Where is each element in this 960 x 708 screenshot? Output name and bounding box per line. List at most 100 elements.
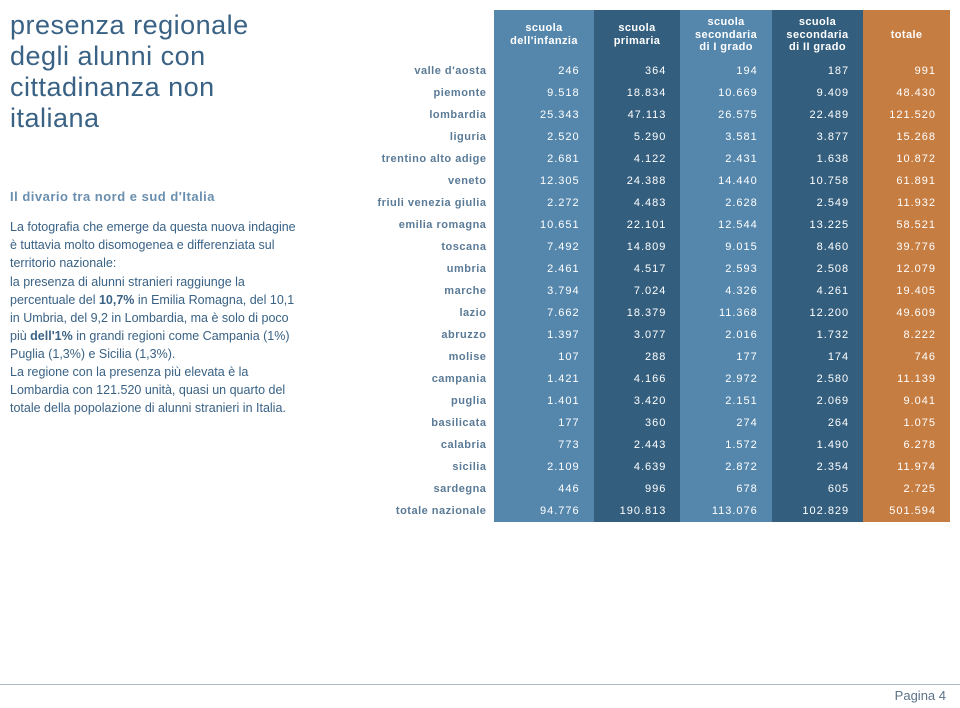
table-row: totale nazionale94.776190.813113.076102.… — [330, 500, 950, 522]
row-label: valle d'aosta — [330, 60, 494, 82]
table-cell: 678 — [680, 478, 771, 500]
table-row: toscana7.49214.8099.0158.46039.776 — [330, 236, 950, 258]
table-cell: 274 — [680, 412, 771, 434]
table-cell: 11.139 — [863, 368, 950, 390]
table-cell: 2.431 — [680, 148, 771, 170]
table-row: lazio7.66218.37911.36812.20049.609 — [330, 302, 950, 324]
regional-data-table: scuoladell'infanziascuolaprimariascuolas… — [330, 10, 950, 522]
table-cell: 9.015 — [680, 236, 771, 258]
row-label: lombardia — [330, 104, 494, 126]
table-cell: 2.580 — [772, 368, 863, 390]
table-cell: 288 — [594, 346, 681, 368]
page-title: presenza regionaledegli alunni concittad… — [10, 10, 305, 134]
table-row: molise107288177174746 — [330, 346, 950, 368]
table-cell: 24.388 — [594, 170, 681, 192]
table-cell: 47.113 — [594, 104, 681, 126]
row-label: trentino alto adige — [330, 148, 494, 170]
row-label: friuli venezia giulia — [330, 192, 494, 214]
table-cell: 194 — [680, 60, 771, 82]
table-cell: 14.809 — [594, 236, 681, 258]
table-cell: 2.725 — [863, 478, 950, 500]
table-cell: 2.872 — [680, 456, 771, 478]
table-cell: 12.200 — [772, 302, 863, 324]
table-row: calabria7732.4431.5721.4906.278 — [330, 434, 950, 456]
table-cell: 22.101 — [594, 214, 681, 236]
table-cell: 773 — [494, 434, 593, 456]
table-cell: 501.594 — [863, 500, 950, 522]
table-body: valle d'aosta246364194187991piemonte9.51… — [330, 60, 950, 522]
table-row: campania1.4214.1662.9722.58011.139 — [330, 368, 950, 390]
table-cell: 10.651 — [494, 214, 593, 236]
table-cell: 1.421 — [494, 368, 593, 390]
table-cell: 49.609 — [863, 302, 950, 324]
column-header: scuolasecondariadi II grado — [772, 10, 863, 60]
row-label: calabria — [330, 434, 494, 456]
row-label: molise — [330, 346, 494, 368]
table-cell: 1.572 — [680, 434, 771, 456]
table-cell: 2.443 — [594, 434, 681, 456]
table-cell: 13.225 — [772, 214, 863, 236]
table-cell: 61.891 — [863, 170, 950, 192]
table-cell: 4.122 — [594, 148, 681, 170]
table-cell: 5.290 — [594, 126, 681, 148]
page-footer: Pagina 4 — [0, 684, 960, 708]
table-cell: 3.077 — [594, 324, 681, 346]
row-label: abruzzo — [330, 324, 494, 346]
table-cell: 9.518 — [494, 82, 593, 104]
table-row: sicilia2.1094.6392.8722.35411.974 — [330, 456, 950, 478]
table-cell: 8.460 — [772, 236, 863, 258]
table-cell: 11.368 — [680, 302, 771, 324]
table-cell: 364 — [594, 60, 681, 82]
row-label: piemonte — [330, 82, 494, 104]
row-label: marche — [330, 280, 494, 302]
table-cell: 102.829 — [772, 500, 863, 522]
table-cell: 2.508 — [772, 258, 863, 280]
table-header: scuoladell'infanziascuolaprimariascuolas… — [330, 10, 950, 60]
table-cell: 9.409 — [772, 82, 863, 104]
table-cell: 15.268 — [863, 126, 950, 148]
table-cell: 1.401 — [494, 390, 593, 412]
table-cell: 2.593 — [680, 258, 771, 280]
table-row: puglia1.4013.4202.1512.0699.041 — [330, 390, 950, 412]
table-cell: 10.758 — [772, 170, 863, 192]
column-header: scuolasecondariadi I grado — [680, 10, 771, 60]
row-label: campania — [330, 368, 494, 390]
table-cell: 991 — [863, 60, 950, 82]
table-cell: 4.483 — [594, 192, 681, 214]
table-row: abruzzo1.3973.0772.0161.7328.222 — [330, 324, 950, 346]
table-cell: 10.872 — [863, 148, 950, 170]
row-label: basilicata — [330, 412, 494, 434]
table-row: liguria2.5205.2903.5813.87715.268 — [330, 126, 950, 148]
row-label: toscana — [330, 236, 494, 258]
table-cell: 360 — [594, 412, 681, 434]
row-label: umbria — [330, 258, 494, 280]
table-cell: 605 — [772, 478, 863, 500]
table-cell: 4.639 — [594, 456, 681, 478]
table-row: umbria2.4614.5172.5932.50812.079 — [330, 258, 950, 280]
table-row: basilicata1773602742641.075 — [330, 412, 950, 434]
table-cell: 2.628 — [680, 192, 771, 214]
table-cell: 446 — [494, 478, 593, 500]
table-cell: 1.397 — [494, 324, 593, 346]
table-row: piemonte9.51818.83410.6699.40948.430 — [330, 82, 950, 104]
row-label: veneto — [330, 170, 494, 192]
table-cell: 4.517 — [594, 258, 681, 280]
table-cell: 2.681 — [494, 148, 593, 170]
table-cell: 22.489 — [772, 104, 863, 126]
table-cell: 7.662 — [494, 302, 593, 324]
table-cell: 2.272 — [494, 192, 593, 214]
table-cell: 1.490 — [772, 434, 863, 456]
table-cell: 187 — [772, 60, 863, 82]
table-cell: 7.024 — [594, 280, 681, 302]
table-cell: 177 — [494, 412, 593, 434]
table-cell: 18.834 — [594, 82, 681, 104]
row-label: sardegna — [330, 478, 494, 500]
table-row: lombardia25.34347.11326.57522.489121.520 — [330, 104, 950, 126]
table-cell: 18.379 — [594, 302, 681, 324]
table-row: trentino alto adige2.6814.1222.4311.6381… — [330, 148, 950, 170]
table-cell: 2.151 — [680, 390, 771, 412]
table-cell: 746 — [863, 346, 950, 368]
table-cell: 2.016 — [680, 324, 771, 346]
table-cell: 39.776 — [863, 236, 950, 258]
table-cell: 2.549 — [772, 192, 863, 214]
